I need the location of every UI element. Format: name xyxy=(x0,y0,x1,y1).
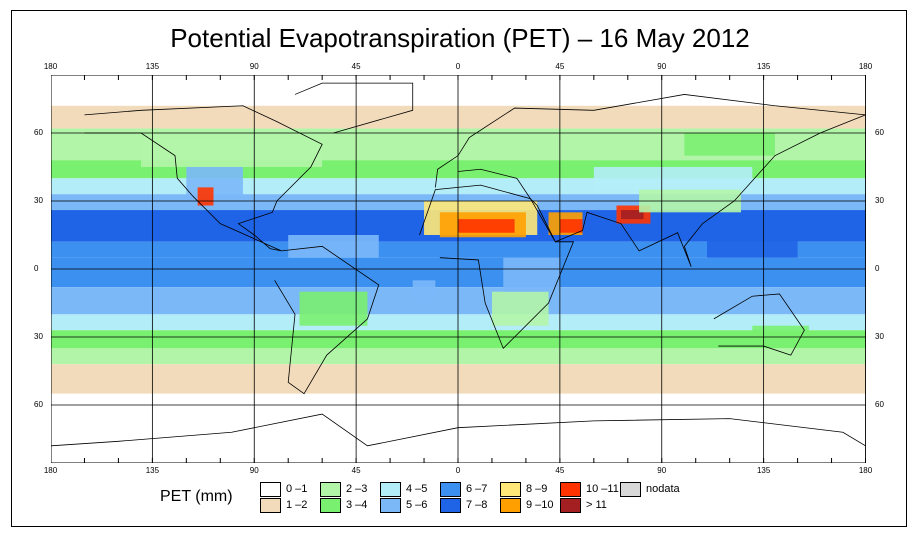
lon-label-top: 45 xyxy=(351,62,361,71)
map-title: Potential Evapotranspiration (PET) – 16 … xyxy=(170,23,750,53)
pet-band xyxy=(51,241,866,258)
lon-label-top: 0 xyxy=(455,62,461,71)
lon-label-top: 180 xyxy=(43,62,58,71)
lat-label-left: 60 xyxy=(34,400,43,410)
legend-label: 6 –7 xyxy=(466,483,488,495)
legend-swatch xyxy=(560,498,581,513)
pet-patch xyxy=(299,291,368,326)
legend-title: PET (mm) xyxy=(160,488,233,505)
coastline xyxy=(84,105,323,252)
lon-label-bottom: 135 xyxy=(756,466,771,475)
pet-patch xyxy=(684,132,775,156)
lon-label-top: 135 xyxy=(756,62,771,71)
legend-label: 0 –1 xyxy=(286,483,308,495)
legend-swatch xyxy=(320,482,341,497)
lat-label-left: 60 xyxy=(34,127,43,137)
coastline xyxy=(51,413,866,447)
lon-label-top: 90 xyxy=(657,62,667,71)
legend-swatch xyxy=(500,498,521,513)
pet-patch xyxy=(458,219,515,233)
legend-swatch xyxy=(620,482,641,497)
pet-patch xyxy=(186,166,243,201)
coastline xyxy=(434,94,866,267)
legend-label: 9 –10 xyxy=(526,499,554,511)
legend-swatch xyxy=(380,498,401,513)
pet-patch xyxy=(412,280,436,304)
pet-band xyxy=(51,287,866,315)
lat-label-left: 30 xyxy=(34,195,43,205)
coastline xyxy=(419,184,575,350)
pet-band xyxy=(51,364,866,394)
legend-swatch xyxy=(380,482,401,497)
pet-patch xyxy=(593,166,753,190)
pet-patch xyxy=(707,234,798,258)
lat-label-right: 30 xyxy=(875,332,884,341)
legend-label: nodata xyxy=(646,483,680,495)
pet-world-map xyxy=(51,75,866,463)
pet-band xyxy=(51,348,866,365)
pet-band xyxy=(51,257,866,288)
legend-label: 8 –9 xyxy=(526,483,548,495)
pet-band xyxy=(51,75,866,106)
pet-band xyxy=(51,314,866,331)
legend-label: 4 –5 xyxy=(406,483,428,495)
legend-swatch xyxy=(440,482,461,497)
figure-frame xyxy=(11,10,907,527)
legend-swatch xyxy=(440,498,461,513)
legend-label: 10 –11 xyxy=(586,483,619,495)
lon-label-bottom: 135 xyxy=(145,466,160,475)
lat-label-right: 30 xyxy=(875,195,884,205)
lon-label-top: 135 xyxy=(145,62,160,71)
pet-patch xyxy=(621,210,644,220)
lon-label-bottom: 45 xyxy=(555,466,565,475)
lat-label-right: 60 xyxy=(875,400,884,410)
lat-label-right: 60 xyxy=(875,127,884,137)
legend-label: 1 –2 xyxy=(286,499,308,511)
pet-band xyxy=(51,393,866,463)
pet-band xyxy=(51,330,866,349)
legend-swatch xyxy=(260,498,281,513)
lon-label-top: 90 xyxy=(249,62,259,71)
legend-label: 5 –6 xyxy=(406,499,428,511)
lat-label-left: 0 xyxy=(34,264,39,273)
legend-label: 3 –4 xyxy=(346,499,368,511)
pet-patch xyxy=(197,187,214,206)
legend-swatch xyxy=(500,482,521,497)
legend-swatch xyxy=(260,482,281,497)
lon-label-bottom: 90 xyxy=(249,466,259,475)
lat-label-left: 30 xyxy=(34,332,43,341)
legend-swatch xyxy=(320,498,341,513)
pet-patch xyxy=(503,257,560,292)
legend: PET (mm) 0 –1 1 –2 2 –3 3 –4 4 –5 5 –6 6 –7 7 –… xyxy=(160,481,720,517)
lon-label-bottom: 180 xyxy=(43,466,58,475)
lon-label-bottom: 0 xyxy=(455,466,461,475)
legend-label: > 11 xyxy=(586,499,607,511)
legend-swatch xyxy=(560,482,581,497)
legend-label: 2 –3 xyxy=(346,483,368,495)
lat-label-right: 0 xyxy=(875,264,880,273)
lon-label-bottom: 180 xyxy=(858,466,873,475)
lon-label-top: 180 xyxy=(858,62,873,71)
pet-patch xyxy=(491,291,549,326)
coastline xyxy=(294,82,414,134)
lon-label-bottom: 45 xyxy=(351,466,361,475)
lon-label-top: 45 xyxy=(555,62,565,71)
pet-patch xyxy=(141,137,323,167)
pet-patch xyxy=(559,219,583,233)
legend-label: 7 –8 xyxy=(466,499,488,511)
lon-label-bottom: 90 xyxy=(657,466,667,475)
pet-patch xyxy=(752,325,809,342)
